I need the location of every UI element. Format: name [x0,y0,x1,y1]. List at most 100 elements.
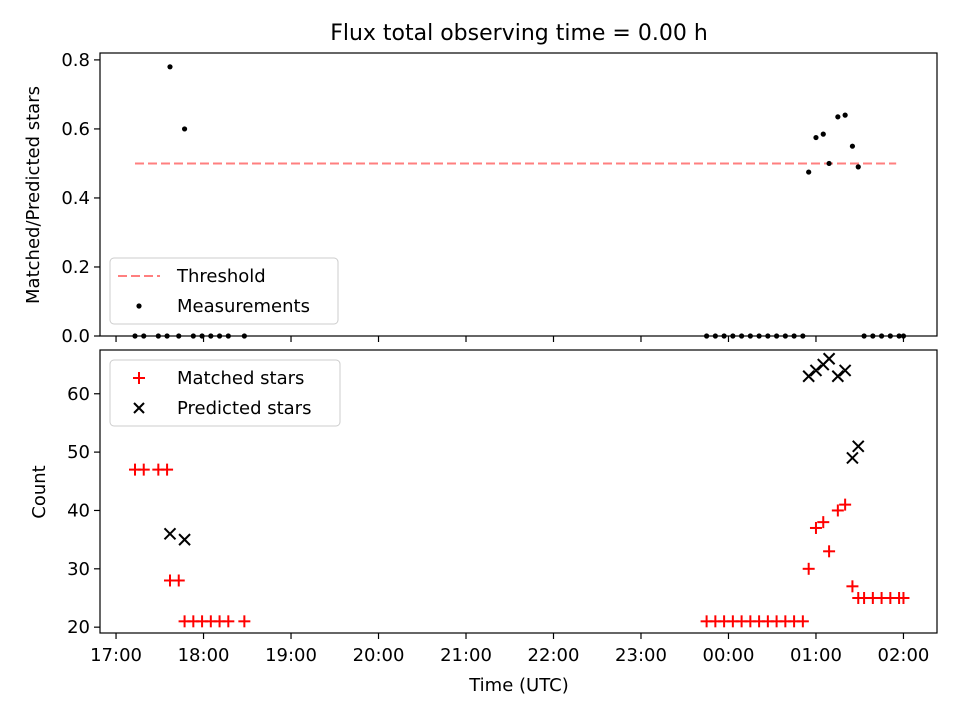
y-tick-label: 50 [67,442,90,463]
matched-stars-point [831,504,844,517]
matched-stars-point [802,562,815,575]
x-tick-label: 17:00 [90,645,142,666]
y-tick-label: 0.6 [61,119,90,140]
measurement-point [176,333,182,339]
y-tick-label: 0.0 [61,326,90,347]
measurement-point [704,333,710,339]
y-tick-label: 40 [67,500,90,521]
predicted-stars-point [809,364,823,377]
matched-stars-point [897,591,910,604]
x-tick-label: 22:00 [528,645,580,666]
matched-stars-point [839,498,852,511]
predicted-stars-point [163,527,177,541]
y-tick-label: 0.8 [61,50,90,71]
predicted-stars-point [852,440,865,453]
matched-stars-point [161,463,174,476]
measurement-point [712,333,718,339]
measurement-point [870,333,876,339]
measurement-point [878,333,885,339]
x-tick-label: 00:00 [703,645,755,666]
y-tick-label: 30 [67,559,90,580]
top-legend: Threshold Measurements [109,257,339,325]
top-legend-box [109,257,339,325]
matched-stars-point [137,463,150,476]
matched-stars-point [809,521,822,534]
measurements-legend-label: Measurements [177,296,310,317]
matched-stars-point [846,580,859,593]
top-axes-frame [99,52,938,337]
measurement-point [756,333,762,339]
bottom-count-panel: 20 30 40 50 60 17:00 18:00 19:00 20:00 21:00 22:0… [29,349,938,696]
measurement-point [747,333,753,339]
measurement-point [826,160,832,167]
predicted-stars-point [802,370,815,383]
top-y-axis: 0.0 0.2 0.4 0.6 0.8 [61,50,100,347]
top-plot-area [132,64,907,339]
matched-stars-point [817,516,830,529]
measurement-point [739,333,745,339]
bottom-legend-box [109,359,341,427]
matched-legend-label: Matched stars [177,368,304,389]
x-tick-label: 21:00 [440,645,492,666]
measurements-legend-marker [136,303,142,309]
x-axis-label: Time (UTC) [468,675,569,696]
measurement-point [155,333,161,339]
measurement-point [181,126,188,132]
x-tick-label: 20:00 [353,645,405,666]
x-tick-label: 23:00 [615,645,667,666]
top-x-axis [115,336,905,342]
predicted-legend-marker [133,402,145,414]
measurement-point [849,143,856,149]
figure-title: Flux total observing time = 0.00 h [330,21,708,46]
measurement-point [900,333,907,339]
x-tick-label: 01:00 [790,645,842,666]
bottom-legend: Matched stars Predicted stars [109,359,341,427]
measurement-point [887,333,893,339]
measurement-point [861,333,867,339]
measurement-point [721,333,727,339]
predicted-stars-point [178,533,191,546]
predicted-legend-label: Predicted stars [177,398,311,419]
bottom-y-axis-label: Count [29,465,50,518]
measurement-point [896,333,902,339]
measurement-point [835,114,841,120]
y-tick-label: 60 [67,384,90,405]
matched-stars-point [823,545,836,558]
bottom-axes-frame [99,349,938,634]
bottom-x-axis: 17:00 18:00 19:00 20:00 21:00 22:00 23:00 00:00… [90,633,929,666]
measurement-point [225,333,231,339]
y-tick-label: 0.2 [61,257,90,278]
measurement-point [791,333,797,339]
predicted-stars-point [846,451,859,465]
measurement-point [216,333,223,339]
top-y-axis-label: Matched/Predicted stars [23,86,44,304]
measurement-point [813,134,819,141]
measurement-point [141,333,147,339]
measurement-point [190,333,196,339]
measurement-point [773,333,780,339]
predicted-stars-point [822,352,836,365]
threshold-legend-label: Threshold [176,266,266,287]
matched-stars-point [796,615,809,628]
measurement-point [782,333,788,339]
top-ratio-panel: 0.00.20.40.60.8 Matched/Predicted stars … [23,50,938,347]
measurement-point [208,333,214,339]
bottom-y-axis: 20 30 40 50 60 [67,384,100,638]
measurement-point [199,333,205,339]
predicted-stars-point [831,370,845,383]
measurement-point [800,333,806,339]
measurement-point [132,333,138,339]
y-tick-label: 20 [67,617,90,638]
bottom-plot-area [128,352,910,628]
measurement-point [730,333,736,339]
measurement-point [167,64,173,70]
measurement-point [806,169,812,175]
x-tick-label: 18:00 [178,645,230,666]
matched-stars-point [222,615,235,628]
y-tick-label: 0.4 [61,188,90,209]
measurement-point [241,333,247,339]
measurement-point [855,164,861,170]
measurement-point [820,131,826,137]
matched-stars-point [238,615,251,628]
